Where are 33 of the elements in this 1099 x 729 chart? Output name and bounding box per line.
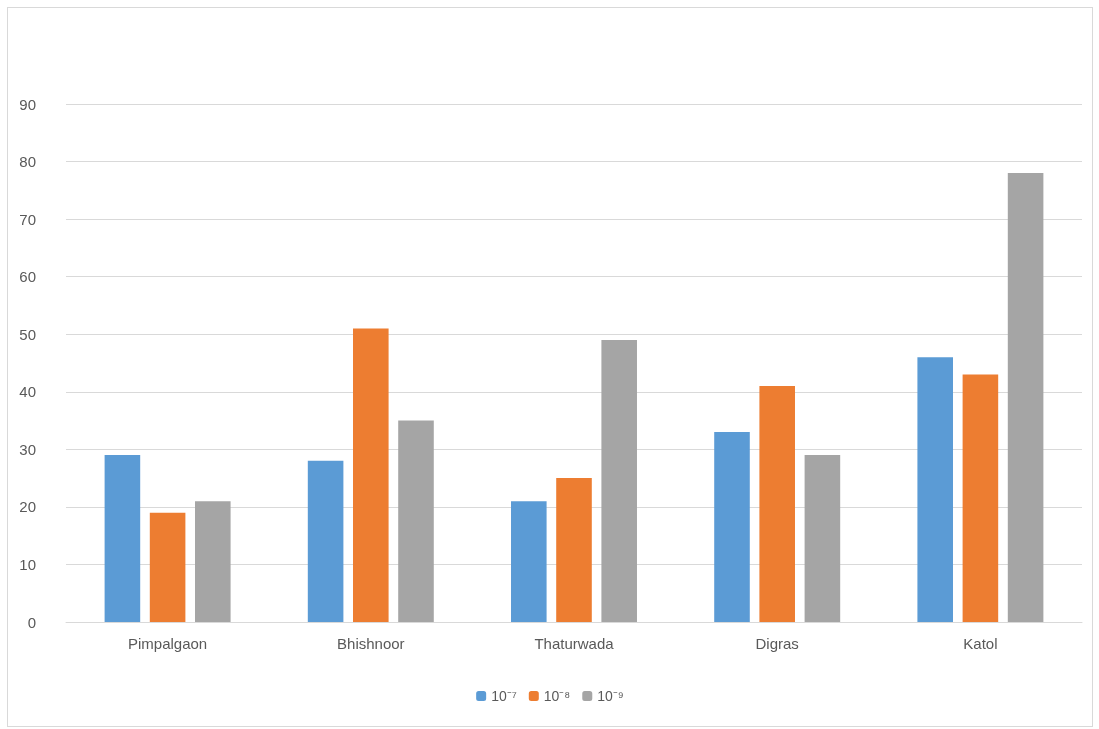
x-tick-label: Thaturwada	[534, 635, 615, 652]
bar	[353, 328, 389, 622]
y-tick-label: 0	[27, 613, 36, 631]
bar	[104, 455, 141, 622]
x-tick-label: Katol	[963, 635, 998, 652]
y-tick-label: 50	[19, 325, 36, 343]
y-tick-label: 80	[19, 153, 36, 171]
legend-label: 10⁻⁸	[543, 688, 571, 704]
x-tick-label: Pimpalgaon	[127, 635, 208, 652]
legend-label: 10⁻⁹	[597, 688, 624, 704]
bar	[307, 460, 344, 622]
legend-label: 10⁻⁷	[491, 688, 517, 704]
y-tick-label: 10	[19, 555, 36, 573]
y-tick-label: 40	[19, 383, 36, 401]
x-tick-label: Digras	[755, 635, 799, 652]
y-tick-label: 60	[19, 268, 36, 286]
bar	[556, 478, 592, 622]
y-tick-label: 20	[19, 498, 36, 516]
x-tick-label: Bhishnoor	[337, 635, 405, 652]
bar	[601, 339, 637, 622]
bar	[917, 357, 953, 622]
bar	[149, 512, 186, 622]
bar	[759, 386, 795, 622]
bar	[398, 420, 434, 622]
y-tick-label: 30	[19, 440, 36, 458]
bar	[804, 455, 841, 622]
bar	[195, 501, 231, 622]
bar	[962, 374, 999, 622]
bar	[714, 432, 750, 622]
y-tick-label: 90	[19, 95, 36, 113]
bar	[1007, 173, 1044, 622]
y-tick-label: 70	[19, 210, 36, 228]
bar	[511, 501, 547, 622]
